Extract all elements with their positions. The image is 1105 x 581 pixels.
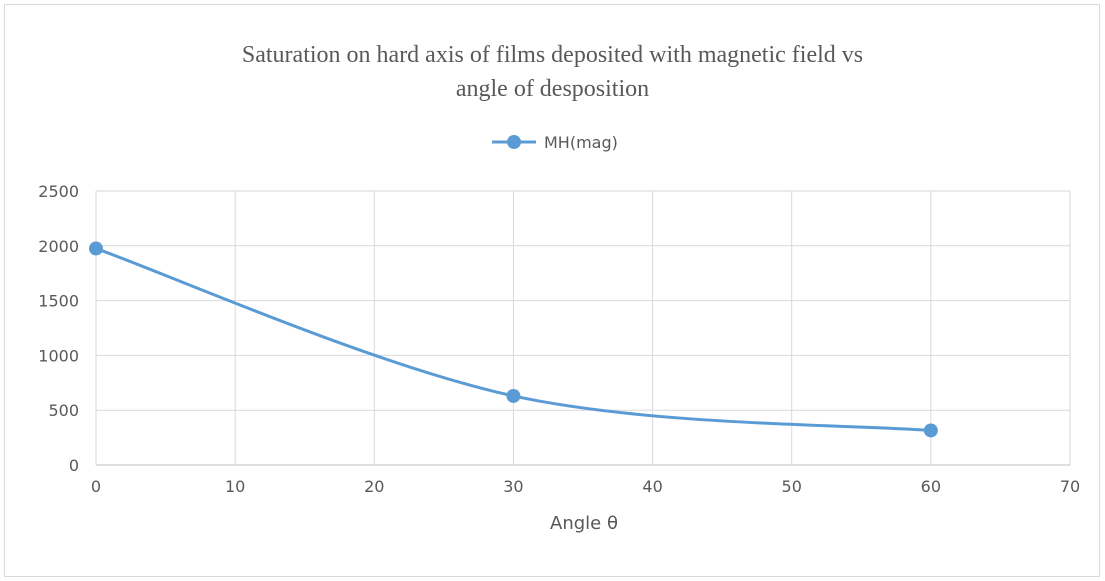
y-tick-label-4: 2000 (38, 237, 79, 256)
data-point-0-2 (923, 423, 938, 438)
x-axis-label: Angle θ (550, 513, 618, 534)
y-tick-label-2: 1000 (38, 346, 79, 365)
legend-series-label: MH(mag) (544, 132, 618, 152)
chart-title-line-1: Saturation on hard axis of films deposit… (241, 42, 864, 68)
y-tick-labels: 0 500 1000 1500 2000 2500 (38, 182, 79, 475)
x-tick-labels: 0 10 20 30 40 50 60 70 (91, 477, 1080, 496)
x-tick-label-1: 10 (225, 477, 245, 496)
series-group (89, 241, 938, 438)
legend: MH(mag) (490, 130, 618, 154)
y-tick-label-5: 2500 (38, 182, 79, 201)
chart-frame (4, 4, 1100, 577)
legend-series-marker-icon (492, 135, 536, 149)
chart-title-line-2: angle of desposition (455, 76, 650, 102)
x-tick-label-0: 0 (91, 477, 101, 496)
chart-title: Saturation on hard axis of films deposit… (0, 38, 1105, 106)
x-tick-label-4: 40 (642, 477, 662, 496)
y-tick-label-1: 500 (48, 401, 79, 420)
y-tick-label-0: 0 (69, 456, 79, 475)
data-point-0-0 (89, 241, 103, 256)
y-tick-label-3: 1500 (38, 292, 79, 311)
x-tick-label-7: 70 (1060, 477, 1080, 496)
data-point-0-1 (506, 388, 521, 403)
grid-lines (96, 190, 1071, 465)
x-tick-label-6: 60 (921, 477, 941, 496)
x-tick-label-2: 20 (364, 477, 384, 496)
x-tick-label-5: 50 (782, 477, 802, 496)
x-tick-label-3: 30 (503, 477, 523, 496)
axes (95, 191, 1070, 466)
